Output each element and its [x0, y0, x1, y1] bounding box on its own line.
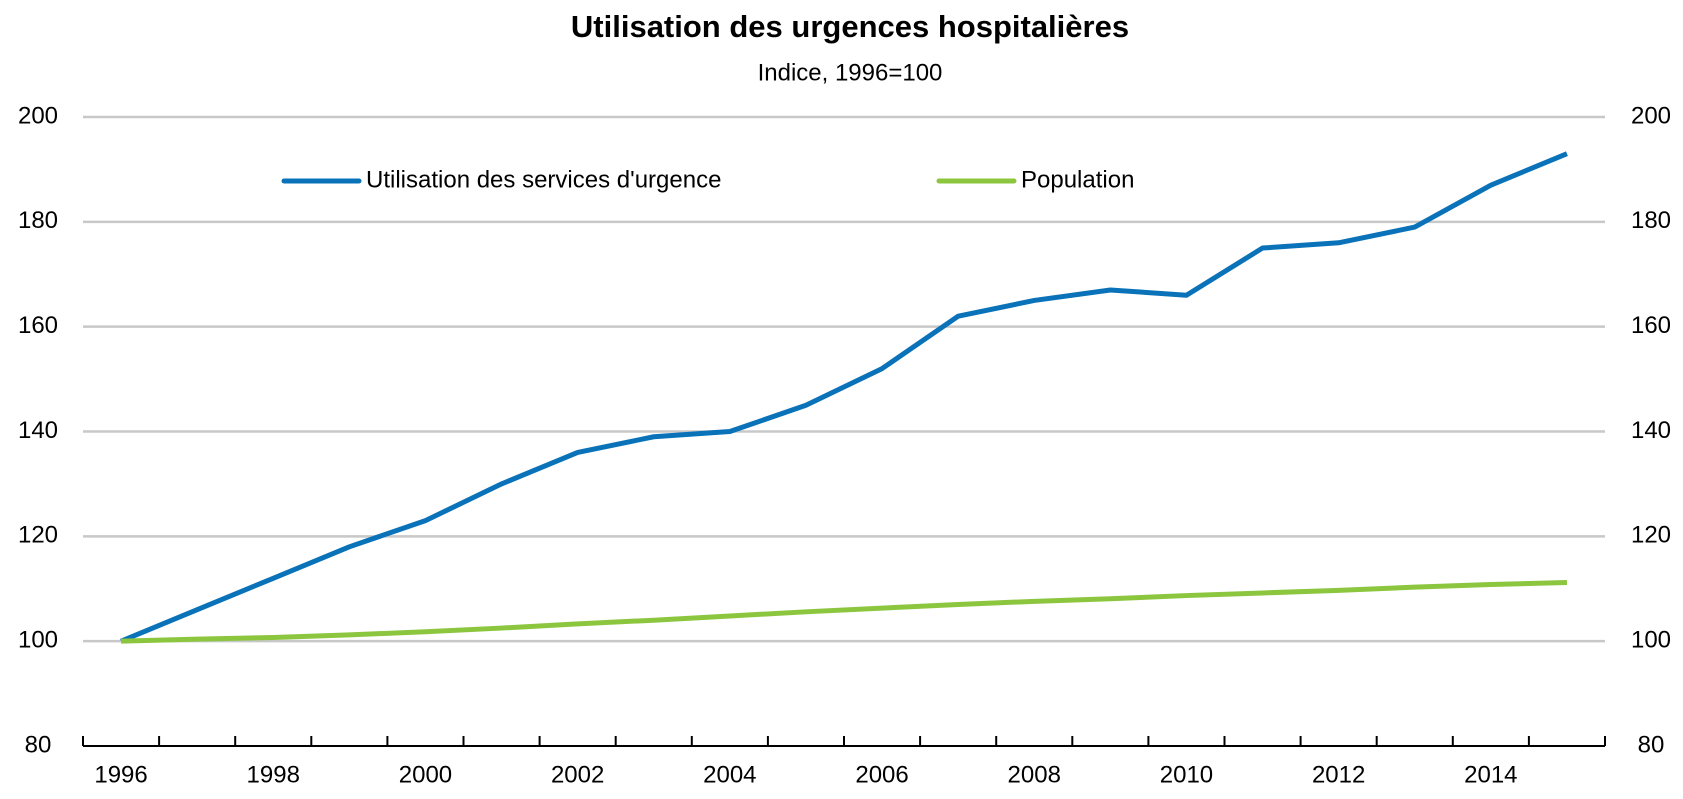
chart-title: Utilisation des urgences hospitalières: [571, 9, 1129, 44]
y-tick-label: 180: [18, 207, 58, 234]
y2-tick-label: 160: [1631, 312, 1671, 339]
y2-tick-label: 140: [1631, 417, 1671, 444]
legend-label: Utilisation des services d'urgence: [366, 166, 721, 193]
y2-tick-label: 80: [1638, 731, 1665, 758]
y2-tick-label: 100: [1631, 627, 1671, 654]
x-tick-label: 2000: [399, 761, 452, 788]
x-tick-label: 2002: [551, 761, 604, 788]
y-tick-label: 160: [18, 312, 58, 339]
y-tick-label: 120: [18, 522, 58, 549]
series-line: [120, 579, 1568, 644]
legend-label: Population: [1021, 166, 1134, 193]
x-tick-label: 2014: [1464, 761, 1517, 788]
y-tick-label: 100: [18, 627, 58, 654]
x-tick-label: 1998: [247, 761, 300, 788]
x-tick-label: 2004: [703, 761, 756, 788]
x-tick-label: 2006: [855, 761, 908, 788]
y2-tick-label: 200: [1631, 102, 1671, 129]
y2-tick-label: 180: [1631, 207, 1671, 234]
y-tick-label: 200: [18, 102, 58, 129]
y2-tick-label: 120: [1631, 522, 1671, 549]
x-tick-label: 1996: [94, 761, 147, 788]
y-tick-label: 80: [25, 731, 52, 758]
series-line: [120, 151, 1568, 644]
x-tick-label: 2012: [1312, 761, 1365, 788]
x-tick-label: 2010: [1160, 761, 1213, 788]
x-tick-label: 2008: [1008, 761, 1061, 788]
chart-subtitle: Indice, 1996=100: [758, 59, 943, 86]
y-tick-label: 140: [18, 417, 58, 444]
